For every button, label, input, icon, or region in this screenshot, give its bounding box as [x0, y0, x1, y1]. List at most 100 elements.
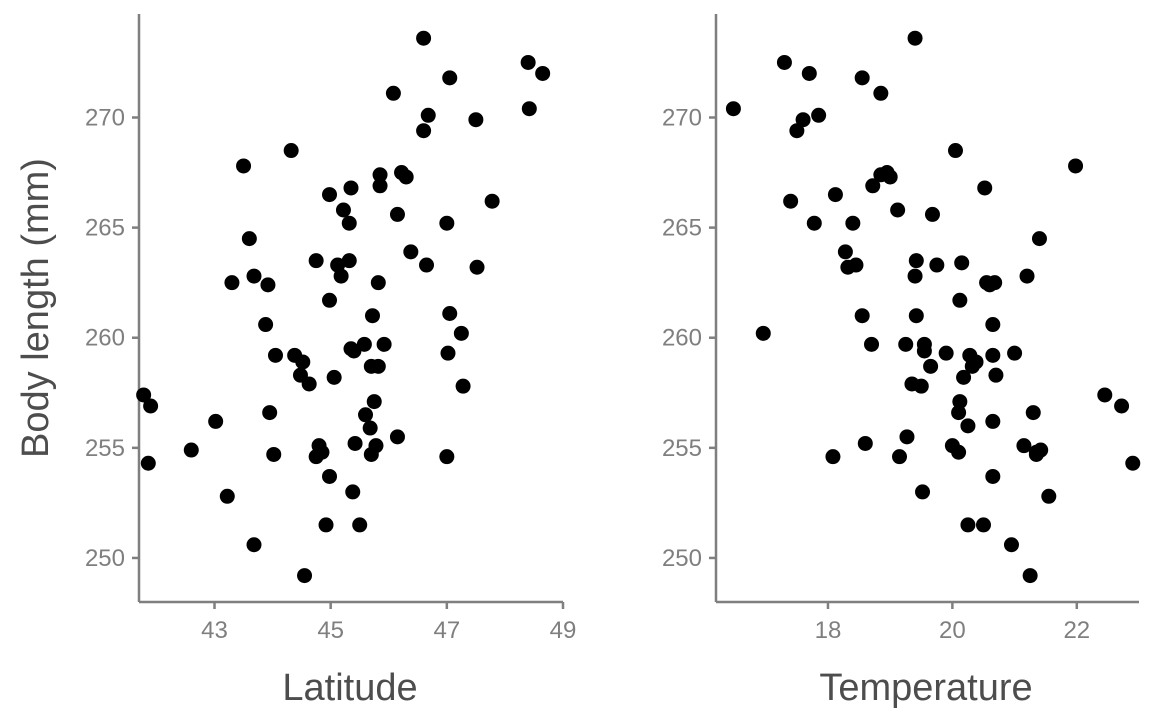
data-point — [439, 449, 455, 465]
data-point — [376, 336, 392, 352]
data-point — [347, 435, 363, 451]
data-point — [964, 358, 980, 374]
data-point — [364, 308, 380, 324]
data-point — [267, 347, 283, 363]
y-tick-label: 270 — [85, 105, 125, 132]
data-point — [262, 405, 278, 421]
data-point — [865, 178, 881, 194]
data-point — [535, 65, 551, 81]
data-point — [318, 517, 334, 533]
data-point — [341, 253, 357, 269]
data-point — [484, 193, 500, 209]
data-point — [916, 343, 932, 359]
data-point — [1003, 537, 1019, 553]
data-point — [241, 231, 257, 247]
x-tick-label: 43 — [201, 617, 228, 644]
data-point — [795, 112, 811, 128]
y-tick-label: 265 — [85, 215, 125, 242]
data-point — [341, 215, 357, 231]
data-point — [258, 317, 274, 333]
data-point — [389, 429, 405, 445]
data-point — [952, 394, 968, 410]
data-point — [183, 442, 199, 458]
data-point — [398, 169, 414, 185]
data-point — [439, 215, 455, 231]
data-point — [326, 369, 342, 385]
data-point — [929, 257, 945, 273]
data-point — [985, 317, 1001, 333]
data-point — [208, 413, 224, 429]
data-point — [845, 215, 861, 231]
data-point — [308, 449, 324, 465]
data-point — [907, 268, 923, 284]
data-point — [854, 70, 870, 86]
data-point — [873, 167, 889, 183]
data-point — [982, 277, 998, 293]
y-tick-label: 260 — [85, 325, 125, 352]
y-tick-label: 255 — [85, 435, 125, 462]
data-point — [924, 206, 940, 222]
data-point — [283, 143, 299, 159]
data-point — [913, 378, 929, 394]
latitude-panel: 250 255 260 265 270 43 45 47 49 — [85, 14, 576, 644]
temperature-panel: 250 255 260 265 270 18 20 22 — [662, 14, 1141, 644]
data-point — [938, 345, 954, 361]
data-point — [224, 275, 240, 291]
y-tick-label: 255 — [662, 435, 702, 462]
y-tick-label: 250 — [662, 545, 702, 572]
data-point — [837, 244, 853, 260]
data-point — [825, 449, 841, 465]
data-point — [755, 325, 771, 341]
data-point — [389, 206, 405, 222]
y-tick-label: 260 — [662, 325, 702, 352]
data-point — [908, 308, 924, 324]
data-point — [343, 180, 359, 196]
data-point — [1022, 568, 1038, 584]
data-point — [297, 568, 313, 584]
data-point — [960, 418, 976, 434]
data-point — [947, 143, 963, 159]
data-point — [322, 468, 338, 484]
data-point — [854, 308, 870, 324]
data-point — [944, 438, 960, 454]
data-point — [363, 446, 379, 462]
data-point — [1028, 444, 1044, 460]
data-point — [857, 435, 873, 451]
data-point — [468, 112, 484, 128]
data-point — [520, 54, 536, 70]
data-point — [783, 193, 799, 209]
data-point — [352, 517, 368, 533]
data-point — [977, 180, 993, 196]
data-point — [136, 387, 152, 403]
data-point — [923, 358, 939, 374]
data-point — [140, 455, 156, 471]
data-point — [322, 292, 338, 308]
data-point — [366, 394, 382, 410]
data-point — [1068, 158, 1084, 174]
x-tick-label: 20 — [939, 617, 966, 644]
data-point — [801, 65, 817, 81]
x-tick-label: 45 — [317, 617, 344, 644]
data-point — [346, 343, 362, 359]
data-point — [725, 101, 741, 117]
data-point — [954, 255, 970, 271]
data-point — [898, 336, 914, 352]
data-point — [442, 306, 458, 322]
data-point — [890, 202, 906, 218]
data-point — [143, 398, 159, 414]
data-point — [899, 429, 915, 445]
data-point — [358, 407, 374, 423]
data-point — [266, 446, 282, 462]
data-point — [1114, 398, 1130, 414]
data-point — [985, 347, 1001, 363]
data-point — [1007, 345, 1023, 361]
data-point — [442, 70, 458, 86]
data-point — [960, 517, 976, 533]
data-point — [776, 54, 792, 70]
data-point — [455, 378, 471, 394]
y-tick-label: 270 — [662, 105, 702, 132]
data-point — [1097, 387, 1113, 403]
data-point — [952, 292, 968, 308]
